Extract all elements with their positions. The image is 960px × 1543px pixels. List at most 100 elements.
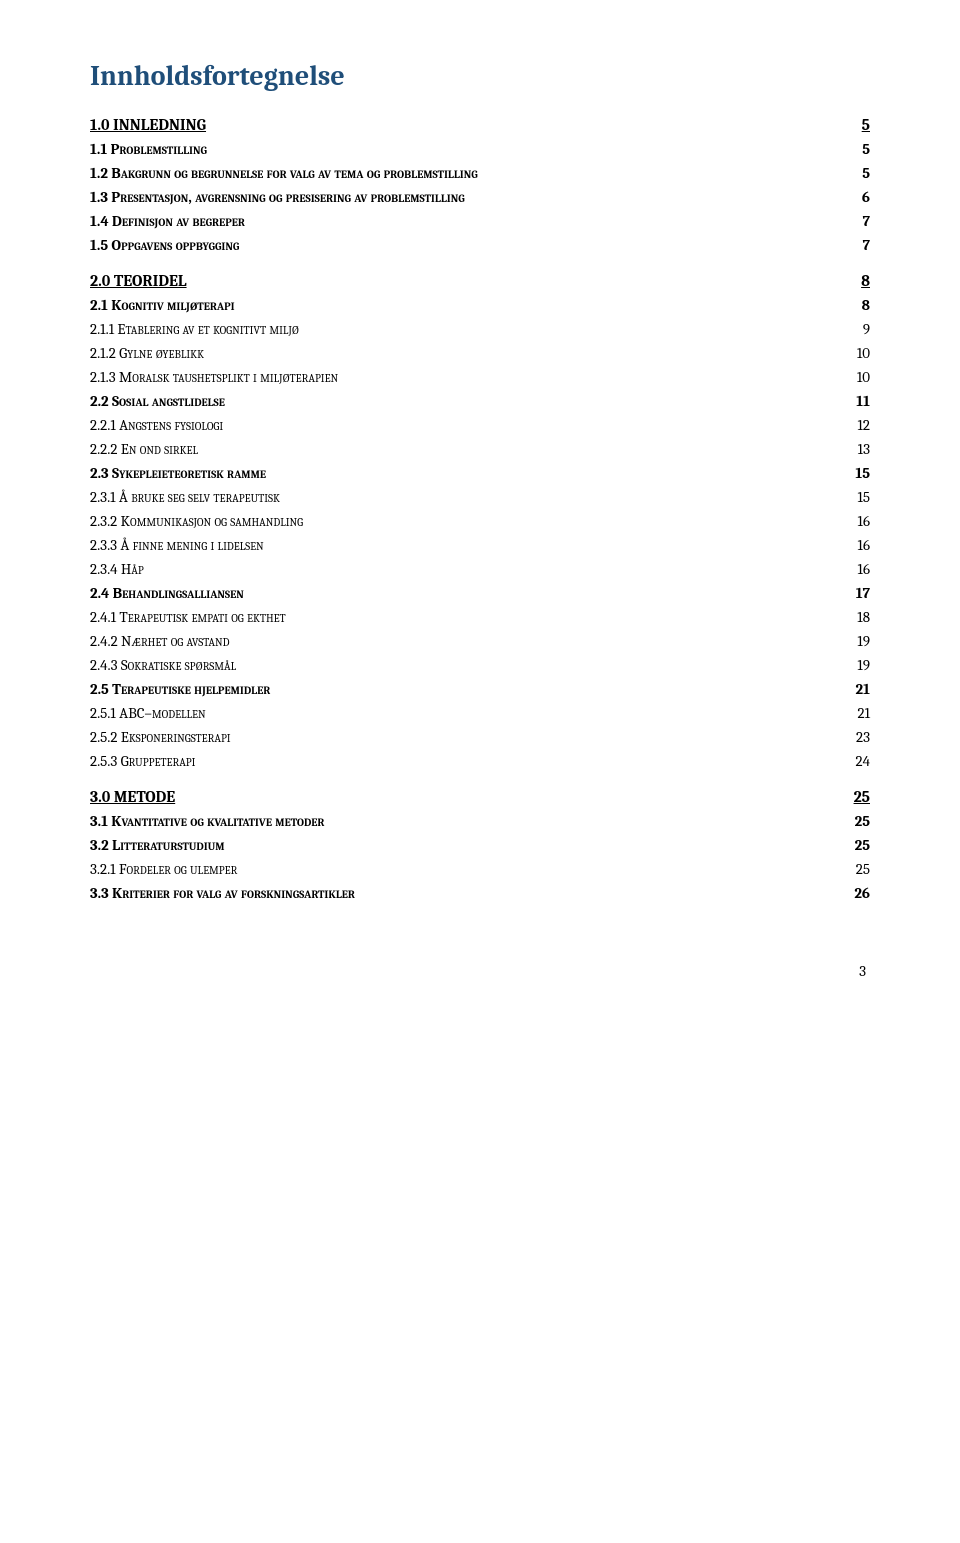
toc-section: 2.0 TEORIDEL82.1 Kognitiv miljøterapi82.…	[90, 272, 870, 770]
toc-row: 2.4.1 Terapeutisk empati og ekthet 18	[90, 608, 870, 626]
toc-page: 10	[851, 368, 870, 386]
toc-label: 3.2.1 Fordeler og ulemper	[90, 860, 237, 878]
toc-label: 2.2.1 Angstens fysiologi	[90, 416, 223, 434]
toc-label: 2.4.3 Sokratiske spørsmål	[90, 656, 236, 674]
toc-page: 25	[848, 788, 870, 806]
toc-page: 5	[856, 164, 870, 182]
toc-label: 2.1.3 Moralsk taushetsplikt i miljøterap…	[90, 368, 338, 386]
toc-page: 7	[857, 212, 870, 230]
toc-page: 16	[852, 560, 870, 578]
toc-row: 3.1 Kvantitative og kvalitative metoder 2…	[90, 812, 870, 830]
toc-row: 1.5 Oppgavens oppbygging 7	[90, 236, 870, 254]
toc-row: 2.4.2 Nærhet og avstand 19	[90, 632, 870, 650]
toc-row: 2.4.3 Sokratiske spørsmål 19	[90, 656, 870, 674]
toc-label: 2.5 Terapeutiske hjelpemidler	[90, 680, 270, 698]
toc-label: 2.3.2 Kommunikasjon og samhandling	[90, 512, 303, 530]
toc-label: 2.5.1 ABC–modellen	[90, 704, 206, 722]
toc-label: 2.0 TEORIDEL	[90, 272, 187, 290]
toc-label: 1.4 Definisjon av begreper	[90, 212, 245, 230]
toc-label: 1.1 Problemstilling	[90, 140, 207, 158]
toc-label: 1.3 Presentasjon, avgrensning og presise…	[90, 188, 465, 206]
toc-page: 16	[852, 536, 870, 554]
toc-section: 1.0 INNLEDNING 5 1.1 Problemstilling 5 1.2 B…	[90, 116, 870, 254]
toc-page: 25	[849, 836, 870, 854]
toc-page: 26	[848, 884, 870, 902]
toc-row: 2.1 Kognitiv miljøterapi 8	[90, 296, 870, 314]
toc-page: 24	[850, 752, 870, 770]
toc-page: 21	[850, 680, 870, 698]
toc-label: 1.2 Bakgrunn og begrunnelse for valg av …	[90, 164, 478, 182]
toc-label: 2.3.4 Håp	[90, 560, 144, 578]
toc-row: 2.4 Behandlingsalliansen17	[90, 584, 870, 602]
page-title: Innholdsfortegnelse	[90, 60, 870, 92]
toc-page: 19	[851, 656, 870, 674]
toc-row: 1.0 INNLEDNING 5	[90, 116, 870, 134]
toc-label: 2.3.1 Å bruke seg selv terapeutisk	[90, 488, 280, 506]
toc-row: 1.4 Definisjon av begreper 7	[90, 212, 870, 230]
toc-row: 3.2 Litteraturstudium 25	[90, 836, 870, 854]
toc-label: 3.2 Litteraturstudium	[90, 836, 225, 854]
toc-label: 3.0 METODE	[90, 788, 175, 806]
toc-label: 3.3 Kriterier for valg av forskningsarti…	[90, 884, 355, 902]
toc-label: 2.1.1 Etablering av et kognitivt miljø	[90, 320, 299, 338]
toc-page: 8	[856, 296, 870, 314]
toc-page: 8	[855, 272, 870, 290]
toc-row: 2.5 Terapeutiske hjelpemidler 21	[90, 680, 870, 698]
toc-row: 2.5.1 ABC–modellen 21	[90, 704, 870, 722]
toc-row: 2.3 Sykepleieteoretisk ramme 15	[90, 464, 870, 482]
toc-row: 2.3.3 Å finne mening i lidelsen 16	[90, 536, 870, 554]
toc-row: 2.1.1 Etablering av et kognitivt miljø 9	[90, 320, 870, 338]
toc-row: 2.0 TEORIDEL 8	[90, 272, 870, 290]
toc-page: 23	[850, 728, 870, 746]
toc-row: 2.2.1 Angstens fysiologi12	[90, 416, 870, 434]
toc-row: 1.3 Presentasjon, avgrensning og presise…	[90, 188, 870, 206]
toc-page: 18	[851, 608, 870, 626]
toc-row: 3.3 Kriterier for valg av forskningsarti…	[90, 884, 870, 902]
toc-section: 3.0 METODE253.1 Kvantitative og kvalitat…	[90, 788, 870, 902]
toc-row: 2.1.2 Gylne øyeblikk 10	[90, 344, 870, 362]
toc-page: 19	[851, 632, 870, 650]
toc-label: 2.5.3 Gruppeterapi	[90, 752, 195, 770]
toc-row: 2.3.2 Kommunikasjon og samhandling 16	[90, 512, 870, 530]
toc-page: 25	[850, 860, 870, 878]
toc-label: 3.1 Kvantitative og kvalitative metoder	[90, 812, 324, 830]
table-of-contents: 1.0 INNLEDNING 5 1.1 Problemstilling 5 1.2 B…	[90, 116, 870, 902]
page-number: 3	[90, 962, 870, 980]
toc-page: 13	[852, 440, 870, 458]
toc-label: 2.4.1 Terapeutisk empati og ekthet	[90, 608, 286, 626]
toc-page: 9	[857, 320, 870, 338]
toc-label: 2.2.2 En ond sirkel	[90, 440, 198, 458]
toc-page: 16	[852, 512, 870, 530]
toc-row: 2.1.3 Moralsk taushetsplikt i miljøterap…	[90, 368, 870, 386]
toc-label: 2.3.3 Å finne mening i lidelsen	[90, 536, 264, 554]
toc-label: 2.1 Kognitiv miljøterapi	[90, 296, 235, 314]
toc-row: 2.5.2 Eksponeringsterapi 23	[90, 728, 870, 746]
toc-label: 1.5 Oppgavens oppbygging	[90, 236, 239, 254]
toc-row: 3.2.1 Fordeler og ulemper 25	[90, 860, 870, 878]
toc-page: 17	[850, 584, 870, 602]
toc-page: 11	[850, 392, 870, 410]
toc-page: 10	[851, 344, 870, 362]
toc-page: 21	[851, 704, 870, 722]
toc-label: 2.1.2 Gylne øyeblikk	[90, 344, 204, 362]
toc-label: 2.2 Sosial angstlidelse	[90, 392, 225, 410]
toc-label: 2.5.2 Eksponeringsterapi	[90, 728, 231, 746]
toc-page: 25	[849, 812, 870, 830]
toc-row: 1.1 Problemstilling 5	[90, 140, 870, 158]
toc-page: 5	[856, 116, 870, 134]
toc-label: 2.3 Sykepleieteoretisk ramme	[90, 464, 266, 482]
toc-page: 15	[849, 464, 870, 482]
toc-row: 2.2.2 En ond sirkel 13	[90, 440, 870, 458]
toc-row: 1.2 Bakgrunn og begrunnelse for valg av …	[90, 164, 870, 182]
toc-page: 15	[851, 488, 870, 506]
toc-row: 2.5.3 Gruppeterapi 24	[90, 752, 870, 770]
toc-row: 3.0 METODE 25	[90, 788, 870, 806]
toc-page: 5	[856, 140, 870, 158]
toc-row: 2.3.4 Håp 16	[90, 560, 870, 578]
toc-label: 1.0 INNLEDNING	[90, 116, 206, 134]
toc-row: 2.2 Sosial angstlidelse 11	[90, 392, 870, 410]
toc-page: 7	[857, 236, 870, 254]
toc-page: 6	[856, 188, 870, 206]
toc-label: 2.4.2 Nærhet og avstand	[90, 632, 229, 650]
toc-row: 2.3.1 Å bruke seg selv terapeutisk 15	[90, 488, 870, 506]
